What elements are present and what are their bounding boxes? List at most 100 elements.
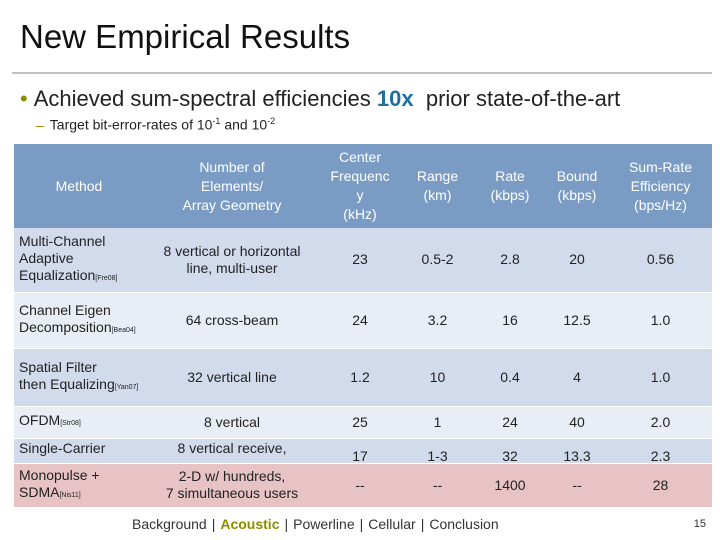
nav-item-conclusion[interactable]: Conclusion: [429, 516, 499, 532]
nav-item-background[interactable]: Background: [132, 516, 207, 532]
method-name-line: Equalization: [19, 266, 96, 283]
column-header-line: (kHz): [343, 206, 377, 222]
column-header-line: Method: [55, 177, 103, 194]
bound-cell: 12.5: [545, 292, 609, 349]
table-header-row: Method Number of Elements/Array Geometry Ce…: [14, 144, 712, 228]
freq-cell: 1.2: [320, 348, 400, 407]
elements-line: 32 vertical line: [187, 368, 277, 385]
elements-line: line, multi-user: [186, 259, 278, 276]
bound-value: 20: [569, 251, 585, 268]
bullet-text-post: prior state-of-the-art: [413, 86, 621, 111]
freq-value: 17: [352, 447, 368, 462]
range-cell: --: [400, 463, 475, 508]
eff-cell: 2.0: [609, 406, 712, 439]
citation: [Yan07]: [114, 383, 139, 391]
freq-cell: 17: [320, 438, 400, 464]
range-value: --: [432, 476, 443, 493]
column-header-line: Bound: [556, 168, 598, 184]
method-cell: Multi-Channel Adaptive Equalization[Fre08]: [14, 228, 144, 293]
column-header: Sum-Rate Efficiency (bps/Hz): [609, 144, 712, 228]
elements-cell: 32 vertical line: [144, 348, 320, 407]
table-row: Channel Eigen Decomposition[Bea04] 64 cros…: [14, 292, 712, 349]
freq-cell: 25: [320, 406, 400, 439]
rate-value: 16: [502, 311, 518, 328]
method-name-line: Adaptive: [19, 249, 74, 266]
elements-cell: 8 vertical: [144, 406, 320, 439]
bullet-highlight: 10x: [376, 86, 414, 111]
sub-bullet-dash-icon: –: [36, 116, 44, 133]
title-divider: [12, 72, 712, 74]
eff-cell: 1.0: [609, 348, 712, 407]
nav-item-powerline[interactable]: Powerline: [293, 516, 355, 532]
column-header-line: Range: [416, 168, 459, 184]
column-header-line: y: [356, 187, 364, 203]
rate-cell: 2.8: [475, 228, 545, 293]
eff-value: 0.56: [646, 251, 675, 268]
rate-cell: 32: [475, 438, 545, 464]
main-bullet: • Achieved sum-spectral efficiencies 10x …: [20, 86, 620, 112]
column-header: Bound (kbps): [545, 144, 609, 228]
results-table: Method Number of Elements/Array Geometry Ce…: [14, 144, 712, 508]
column-header-line: (km): [423, 187, 452, 203]
bound-cell: 4: [545, 348, 609, 407]
bound-value: --: [572, 476, 582, 493]
range-cell: 1: [400, 406, 475, 439]
citation: [Fre08]: [95, 274, 118, 282]
method-name-line: Decomposition: [19, 318, 112, 335]
method-cell: Monopulse + SDMA[Nis11]: [14, 463, 144, 508]
method-cell: Spatial Filter then Equalizing[Yan07]: [14, 348, 144, 407]
elements-line: 8 vertical: [203, 413, 261, 430]
elements-cell: 8 vertical receive,: [144, 438, 320, 464]
table-body: Multi-Channel Adaptive Equalization[Fre08]…: [14, 228, 712, 508]
rate-value: 32: [502, 447, 518, 462]
elements-line: 2-D w/ hundreds,: [178, 468, 286, 484]
eff-cell: 28: [609, 463, 712, 508]
sub-bullet-exp-2: -2: [267, 116, 276, 126]
bound-cell: --: [545, 463, 609, 508]
table-row: Spatial Filter then Equalizing[Yan07] 32 v…: [14, 348, 712, 407]
column-header-line: Center: [338, 149, 382, 165]
citation: [Bea04]: [111, 326, 136, 334]
column-header-line: Frequenc: [330, 168, 390, 184]
footer-navigation: Background | Acoustic | Powerline | Cellular | C…: [132, 516, 499, 532]
method-clip: Single-Carrier: [19, 440, 140, 462]
column-header-line: (kbps): [490, 187, 530, 203]
column-header: Method: [14, 144, 144, 228]
elements-clip: 8 vertical receive,: [148, 440, 316, 462]
range-cell: 1-3: [400, 438, 475, 464]
freq-value: 25: [352, 413, 368, 430]
range-cell: 0.5-2: [400, 228, 475, 293]
column-header-line: (kbps): [557, 187, 597, 203]
eff-value: 1.0: [650, 311, 671, 328]
rate-cell: 24: [475, 406, 545, 439]
bullet-text-pre: Achieved sum-spectral efficiencies: [33, 86, 377, 111]
freq-cell: 23: [320, 228, 400, 293]
freq-value: 24: [352, 311, 368, 328]
sub-bullet: – Target bit-error-rates of 10-1 and 10-2: [36, 116, 275, 133]
method-name-line: SDMA: [19, 483, 60, 500]
range-value: 10: [429, 368, 446, 385]
rate-clip: 32: [479, 440, 541, 462]
elements-line: 64 cross-beam: [185, 311, 279, 328]
nav-item-cellular[interactable]: Cellular: [368, 516, 416, 532]
column-header-line: Number of: [199, 158, 265, 175]
column-header: Number of Elements/Array Geometry: [144, 144, 320, 228]
column-header-line: Sum-Rate: [628, 158, 693, 175]
elements-cell: 8 vertical or horizontal line, multi-user: [144, 228, 320, 293]
column-header-line: Elements/: [200, 177, 264, 194]
bound-clip: 13.3: [549, 440, 605, 462]
elements-cell: 64 cross-beam: [144, 292, 320, 349]
slide-title: New Empirical Results: [20, 18, 351, 55]
nav-item-acoustic[interactable]: Acoustic: [220, 516, 280, 532]
sub-bullet-mid: and 10: [220, 116, 268, 133]
rate-cell: 0.4: [475, 348, 545, 407]
method-name-line: Multi-Channel: [19, 232, 106, 249]
elements-cell: 2-D w/ hundreds, 7 simultaneous users: [144, 463, 320, 508]
method-cell: Channel Eigen Decomposition[Bea04]: [14, 292, 144, 349]
rate-value: 0.4: [500, 368, 520, 385]
table-row: Single-Carrier 8 vertical receive, 17 1-3 32…: [14, 438, 712, 464]
method-name-line: Spatial Filter: [19, 358, 97, 375]
eff-clip: 2.3: [613, 440, 708, 462]
method-name-line: OFDM: [19, 412, 61, 428]
freq-cell: 24: [320, 292, 400, 349]
